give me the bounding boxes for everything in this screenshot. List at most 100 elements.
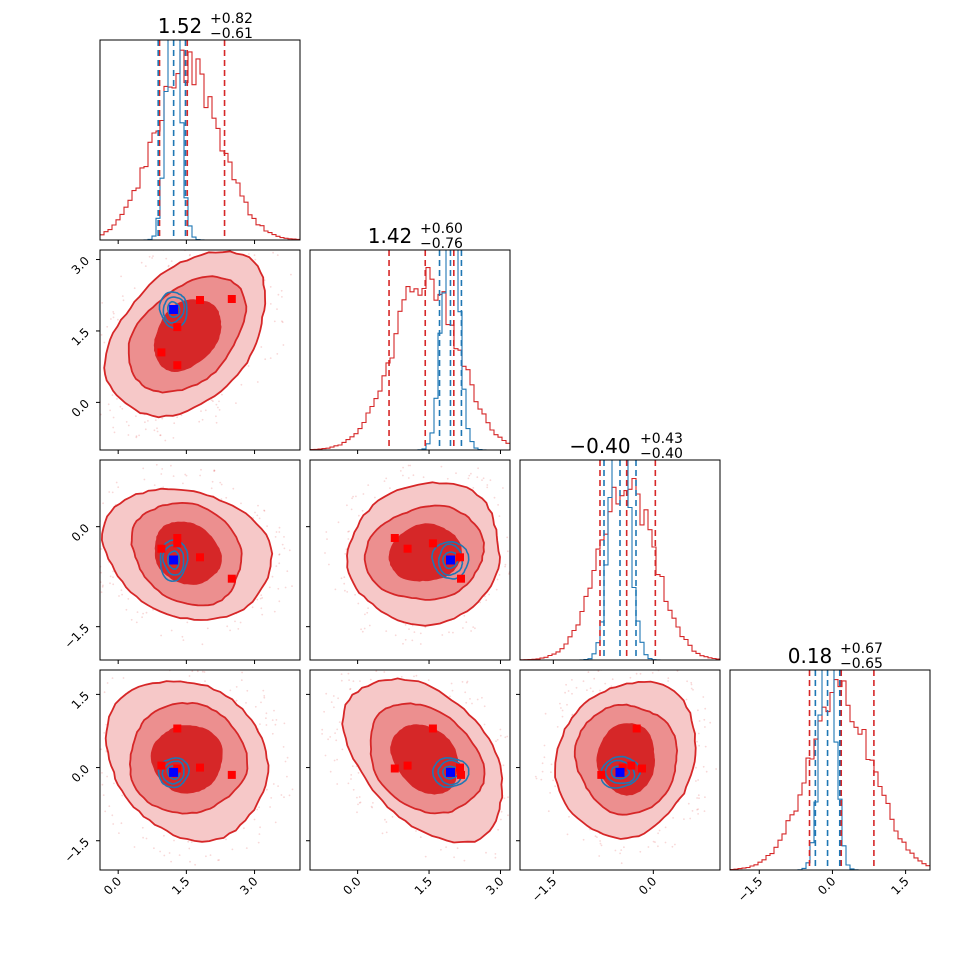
sample-dot	[90, 538, 92, 540]
sample-dot	[614, 849, 617, 852]
sample-dot	[288, 549, 291, 552]
sample-dot	[422, 476, 425, 479]
sample-dot	[337, 697, 339, 700]
posterior-contour-line	[104, 680, 270, 843]
sample-dot	[561, 709, 564, 712]
sample-dot	[696, 808, 698, 811]
sample-dot	[229, 629, 232, 632]
sample-marker	[390, 534, 399, 542]
sample-dot	[288, 794, 291, 797]
sample-dot	[453, 856, 455, 859]
sample-dot	[206, 627, 209, 630]
sample-dot	[201, 418, 204, 421]
sample-dot	[135, 436, 138, 439]
sample-dot	[152, 608, 154, 611]
histogram-group	[100, 40, 300, 240]
sample-dot	[200, 468, 202, 471]
sample-dot	[96, 556, 98, 558]
sample-dot	[278, 562, 281, 565]
sample-dot	[159, 434, 162, 437]
comparison-contour-line	[437, 543, 464, 577]
sample-dot	[86, 387, 88, 389]
sample-dot	[324, 754, 327, 757]
posterior-contour-line	[388, 523, 462, 582]
panel-line-group	[103, 250, 267, 419]
sample-dot	[330, 701, 333, 703]
sample-dot	[140, 261, 143, 264]
sample-dot	[154, 419, 157, 421]
sample-dot	[157, 247, 159, 249]
sample-dot	[424, 626, 427, 629]
sample-dot	[92, 749, 94, 751]
sample-dot	[237, 628, 240, 630]
sample-dot	[376, 662, 378, 664]
sample-marker	[157, 348, 166, 357]
sample-dot	[325, 692, 328, 695]
param-title-minus: −0.61	[210, 26, 253, 42]
sample-dot	[165, 257, 168, 260]
sample-dot	[449, 695, 451, 698]
sample-dot	[362, 493, 365, 495]
sample-dot	[101, 302, 104, 304]
sample-marker	[196, 763, 204, 772]
sample-dot	[402, 474, 404, 477]
sample-dot	[269, 286, 272, 288]
sample-dot	[586, 689, 588, 692]
sample-dot	[278, 526, 281, 529]
sample-dot	[445, 846, 447, 848]
sample-dot	[203, 232, 205, 234]
x-tick-label: 0.0	[101, 874, 124, 897]
sample-dot	[345, 548, 348, 551]
histogram-layer	[100, 40, 930, 870]
panel-line-group	[100, 487, 274, 621]
x-tick-label: −1.5	[735, 874, 766, 905]
sample-dot	[325, 531, 328, 533]
sample-dot	[366, 611, 369, 614]
sample-dot	[715, 768, 717, 770]
param-title-value: −0.40	[569, 434, 630, 458]
sample-dot	[269, 806, 271, 808]
x-tick-label: 3.0	[483, 874, 506, 897]
posterior-histogram	[100, 49, 300, 240]
sample-dot	[283, 722, 286, 725]
param-title-plus: +0.60	[420, 221, 463, 237]
sample-dot	[278, 553, 281, 556]
sample-dot	[110, 318, 112, 320]
sample-dot	[647, 846, 650, 848]
sample-dot	[374, 496, 376, 499]
sample-marker	[173, 724, 182, 733]
sample-dot	[394, 634, 397, 637]
sample-dot	[541, 770, 544, 773]
sample-dot	[101, 585, 104, 588]
sample-dot	[702, 765, 705, 768]
sample-dot	[271, 719, 274, 721]
sample-dot	[535, 777, 538, 780]
sample-dot	[327, 738, 329, 741]
sample-dot	[603, 660, 605, 662]
sample-dot	[698, 720, 701, 722]
sample-dot	[340, 679, 343, 682]
sample-dot	[119, 405, 122, 408]
sample-dot	[703, 810, 706, 812]
sample-dot	[419, 836, 422, 839]
param-title-minus: −0.76	[420, 236, 463, 252]
sample-dot	[122, 299, 125, 302]
sample-dot	[272, 247, 274, 249]
sample-dot	[411, 639, 414, 642]
sample-dot	[696, 797, 698, 799]
truth-marker	[169, 555, 179, 565]
sample-dot	[272, 783, 275, 785]
sample-dot	[495, 740, 497, 743]
sample-dot	[283, 796, 285, 799]
sample-dot	[672, 817, 674, 819]
sample-dot	[84, 382, 86, 384]
sample-dot	[153, 429, 156, 432]
sample-dot	[281, 320, 283, 323]
sample-dot	[502, 487, 504, 489]
sample-dot	[600, 844, 603, 847]
sample-dot	[143, 478, 146, 481]
sample-dot	[220, 483, 223, 486]
sample-dot	[234, 620, 236, 623]
sample-dot	[461, 681, 464, 683]
sample-dot	[93, 707, 95, 709]
